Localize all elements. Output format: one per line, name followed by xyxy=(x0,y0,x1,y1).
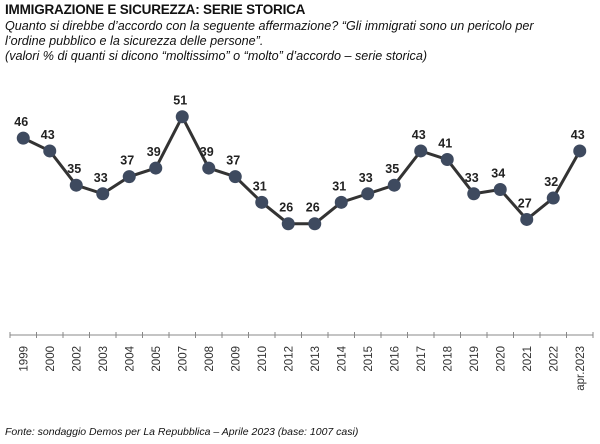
data-point xyxy=(308,217,322,231)
series-line xyxy=(22,113,582,226)
data-point xyxy=(414,144,428,158)
data-point xyxy=(573,144,587,158)
data-label: 33 xyxy=(359,171,373,185)
data-label: 43 xyxy=(571,128,585,142)
data-label: 37 xyxy=(226,154,240,168)
x-tick-label: 2014 xyxy=(336,345,348,371)
data-label: 35 xyxy=(385,162,399,176)
data-point xyxy=(281,217,295,231)
data-point xyxy=(255,195,269,209)
data-label: 31 xyxy=(253,179,267,193)
data-label: 33 xyxy=(465,171,479,185)
data-label: 39 xyxy=(147,145,161,159)
x-tick-label: 2015 xyxy=(363,346,375,372)
x-tick-label: 2016 xyxy=(389,346,401,372)
x-tick-label: 2017 xyxy=(416,346,428,372)
x-tick-label: 2020 xyxy=(495,346,507,372)
data-point xyxy=(361,187,375,201)
x-tick-label: 2009 xyxy=(230,346,242,372)
chart-subtitle-1: Quanto si direbbe d’accordo con la segue… xyxy=(5,19,534,33)
x-tick-label: 2007 xyxy=(177,346,189,372)
data-point xyxy=(493,182,507,196)
chart-subtitle-2: l’ordine pubblico e la sicurezza delle p… xyxy=(5,34,264,48)
plot-area: 46 43 35 33 37 39 51 39 37 31 26 26 31 33 35 43 41 33 34 27… xyxy=(9,94,594,391)
data-label: 51 xyxy=(173,94,187,108)
data-label: 33 xyxy=(94,171,108,185)
chart-subtitle-3: (valori % di quanti si dicono “moltissim… xyxy=(5,49,428,63)
x-tick-label: 2022 xyxy=(548,346,560,372)
data-label: 27 xyxy=(518,196,532,210)
data-label: 35 xyxy=(67,162,81,176)
data-label: 46 xyxy=(14,115,28,129)
data-point xyxy=(467,187,481,201)
data-point xyxy=(202,161,216,175)
chart-title: IMMIGRAZIONE E SICUREZZA: SERIE STORICA xyxy=(5,2,306,17)
data-point xyxy=(546,191,560,205)
data-point xyxy=(387,178,401,192)
data-point xyxy=(175,110,189,124)
data-label: 26 xyxy=(306,201,320,215)
data-label: 32 xyxy=(544,175,558,189)
data-label: 43 xyxy=(412,128,426,142)
x-tick-label: 1999 xyxy=(18,346,30,372)
x-tick-label: 2018 xyxy=(442,346,454,372)
data-label: 39 xyxy=(200,145,214,159)
x-tick-label: 2012 xyxy=(283,346,295,372)
x-tick-label: 2000 xyxy=(45,346,57,372)
data-point xyxy=(69,178,83,192)
data-point xyxy=(43,144,57,158)
data-label: 34 xyxy=(491,166,505,180)
data-point xyxy=(334,195,348,209)
x-tick-label: 2021 xyxy=(522,346,534,372)
x-tick-label: 2003 xyxy=(98,346,110,372)
data-label: 41 xyxy=(438,137,452,151)
data-point xyxy=(149,161,163,175)
data-point xyxy=(520,212,534,226)
data-label: 31 xyxy=(332,179,346,193)
x-tick-label: 2002 xyxy=(71,346,83,372)
data-point xyxy=(96,187,110,201)
data-label: 37 xyxy=(120,154,134,168)
x-tick-label: 2004 xyxy=(124,345,136,371)
data-label: 43 xyxy=(41,128,55,142)
source-note: Fonte: sondaggio Demos per La Repubblica… xyxy=(5,426,359,438)
data-point xyxy=(122,170,136,184)
x-tick-label: 2019 xyxy=(469,346,481,372)
x-tick-label: 2010 xyxy=(257,346,269,372)
data-label: 26 xyxy=(279,201,293,215)
x-tick-label: 2013 xyxy=(310,346,322,372)
data-point xyxy=(228,170,242,184)
data-point xyxy=(440,153,454,167)
x-tick-label: 2008 xyxy=(204,346,216,372)
data-point xyxy=(16,131,30,145)
x-tick-label: 2005 xyxy=(151,346,163,372)
x-tick-label: apr.2023 xyxy=(575,346,587,391)
